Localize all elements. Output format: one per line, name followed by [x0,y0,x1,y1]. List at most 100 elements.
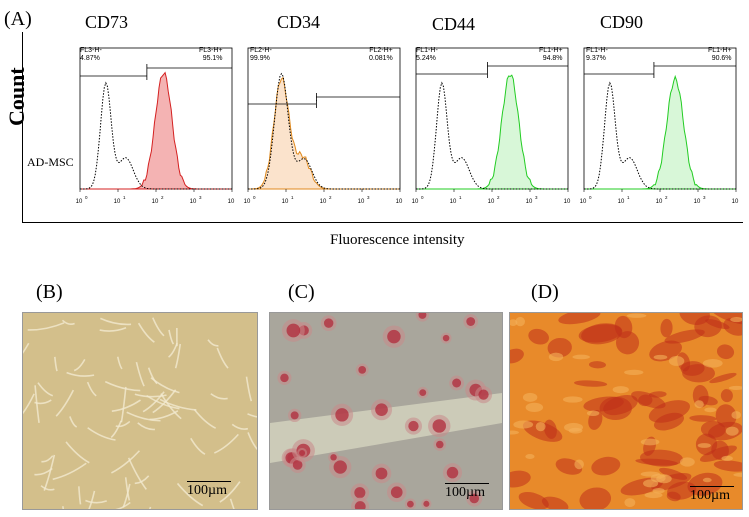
marker-title-cd73: CD73 [85,12,129,32]
scale-bar-d: 100µm [690,486,734,504]
gate-left-cd90: FL1-H- 9.37% [586,47,608,63]
lipid-droplet [354,487,366,499]
fibroblast-cell [41,455,54,463]
fibroblast-cell [247,432,257,451]
mineral-deposit [578,324,622,343]
fibroblast-cell [219,481,241,503]
histogram-cd90: 0100101102103104 [580,47,739,205]
positive-histogram [248,76,400,190]
light-patch [704,407,717,413]
light-patch [731,411,742,419]
mineral-deposit [541,496,569,509]
fibroblast-cell [168,329,175,345]
micrograph-d [509,312,743,510]
marker-title-cd44: CD44 [432,14,476,34]
gate-right-name: FL1-H+ [708,47,732,54]
x-tick-exponent: 1 [123,195,126,200]
x-tick-exponent: 0 [253,195,256,200]
mineral-deposit [591,456,621,476]
fibroblast-cell [34,399,52,405]
fibroblast-cell [152,389,177,414]
mineral-deposit [651,472,692,491]
micrograph-d-image [510,313,742,509]
lipid-droplet [407,500,414,508]
fibroblast-cell [99,327,127,332]
fibroblast-cell [66,371,95,377]
fibroblast-cell [120,386,127,423]
light-streak [270,393,502,463]
mineral-deposit [547,337,572,358]
x-tick-label: 10 [244,199,251,205]
fibroblast-cell [190,437,206,455]
mineral-deposit [614,315,633,339]
fibroblast-cell [73,359,86,372]
positive-histogram [584,74,736,190]
scale-bar-line [445,483,489,484]
fibroblast-cell [62,506,65,509]
gate-left-name: FL2-H- [250,47,272,54]
micrograph-c [269,312,503,510]
x-tick-label: 10 [450,199,457,205]
y-zero-label: 0 [244,185,245,191]
lipid-droplet [299,449,306,456]
x-tick-label: 10 [282,199,289,205]
x-tick-label: 10 [396,199,403,205]
fibroblast-cell [137,322,155,343]
light-patch [574,459,584,470]
micrograph-b [22,312,258,510]
x-axis-label: Fluorescence intensity [330,232,465,248]
mineral-deposit [660,318,673,338]
light-patch [548,352,564,362]
panel-c-letter: (C) [288,281,315,303]
mineral-deposit [720,389,733,403]
light-patch [535,421,546,432]
fibroblast-cell [34,385,40,423]
light-patch [644,492,663,499]
fibroblast-cell [116,356,123,370]
lipid-droplet [442,334,450,342]
panel-a-frame [22,32,743,223]
fibroblast-cell [127,457,147,490]
gate-right-percent: 0.081% [369,55,393,62]
lipid-droplet [354,501,366,509]
light-patch [653,354,668,360]
scale-bar-label: 100µm [187,483,227,498]
fibroblast-cell [86,381,97,397]
light-patch [733,472,742,477]
fibroblast-cell [176,482,204,507]
mineral-deposit [518,491,549,509]
fibroblast-cell [78,486,82,505]
scale-bar-c: 100µm [445,483,489,501]
fibroblast-cell [247,413,257,418]
light-patch [562,396,583,403]
fibroblast-cell [111,450,141,474]
lipid-droplet [292,460,303,470]
x-tick-exponent: 0 [589,195,592,200]
x-tick-label: 10 [228,199,235,205]
mineral-deposit [510,470,531,488]
x-tick-label: 10 [114,199,121,205]
light-patch [568,427,583,434]
gate-left-name: FL1-H- [416,47,438,54]
fibroblast-cell [245,376,253,402]
light-patch [730,316,742,323]
light-patch [525,402,544,412]
lipid-droplet [335,408,349,422]
light-patch [586,410,600,417]
light-patch [513,420,534,429]
fibroblast-cell [214,433,239,454]
scale-bar-line [690,486,734,487]
lipid-droplet [478,389,489,400]
panel-a-letter: (A) [4,8,32,30]
fibroblast-cell [27,322,65,331]
x-tick-label: 10 [152,199,159,205]
fibroblast-cell [40,485,55,491]
gate-right-name: FL1-H+ [539,47,563,54]
mineral-deposit [588,361,606,369]
mineral-deposit [574,380,608,387]
mineral-deposit [679,313,710,325]
gate-right-percent: 90.6% [711,55,732,62]
gate-right-cd34: FL2-H+ 0.081% [369,47,393,63]
scale-bar-label: 100µm [445,485,485,500]
fibroblast-cell [135,361,145,387]
